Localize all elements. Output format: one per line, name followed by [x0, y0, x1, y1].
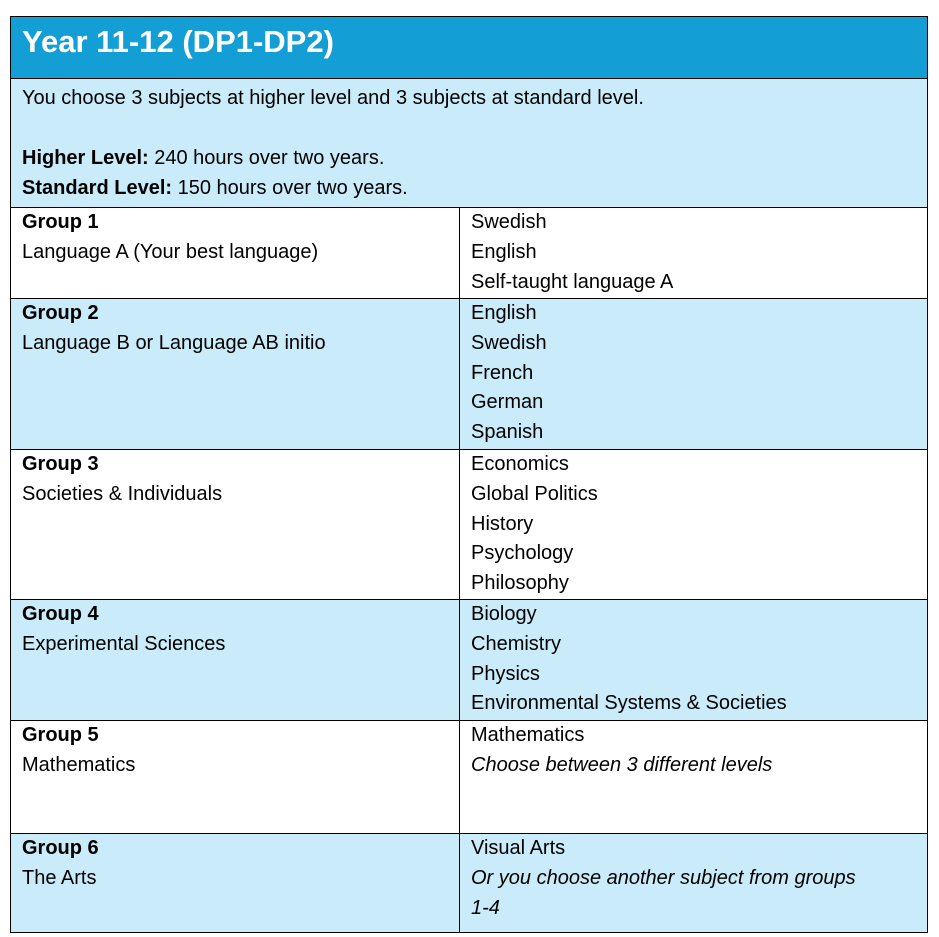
- subject: English: [471, 302, 537, 324]
- group-row-6: Group 6 The Arts Visual Arts Or you choose…: [11, 834, 927, 932]
- group-desc: Language A (Your best language): [22, 240, 319, 263]
- subject: Swedish: [471, 211, 547, 233]
- subject: English: [471, 240, 537, 263]
- subject: Biology: [471, 603, 537, 625]
- group-name: Group 3: [22, 453, 99, 475]
- subject: Swedish: [471, 331, 547, 354]
- subject: Mathematics: [471, 724, 585, 746]
- subject: German: [471, 391, 544, 414]
- standard-level-value: 150 hours over two years.: [172, 177, 408, 199]
- higher-level-line: Higher Level: 240 hours over two years.: [22, 143, 916, 173]
- subject: French: [471, 361, 534, 384]
- subject: Philosophy: [471, 572, 569, 595]
- group-row-3: Group 3 Societies & Individuals Economics…: [11, 450, 927, 600]
- group-name: Group 6: [22, 837, 99, 859]
- intro-text: You choose 3 subjects at higher level an…: [22, 87, 644, 109]
- group-desc: Mathematics: [22, 753, 136, 776]
- group-desc: Societies & Individuals: [22, 482, 223, 505]
- subject: Chemistry: [471, 632, 562, 655]
- group-desc: Language B or Language AB initio: [22, 331, 326, 354]
- subject: Global Politics: [471, 482, 598, 505]
- group-desc: The Arts: [22, 866, 97, 889]
- group-desc: Experimental Sciences: [22, 632, 226, 655]
- subject: Spanish: [471, 421, 544, 444]
- standard-level-line: Standard Level: 150 hours over two years…: [22, 173, 916, 203]
- subject: Visual Arts: [471, 837, 566, 859]
- subject: Environmental Systems & Societies: [471, 692, 787, 715]
- higher-level-value: 240 hours over two years.: [148, 147, 385, 169]
- group-row-5: Group 5 Mathematics Mathematics Choose bet…: [11, 721, 927, 834]
- group-row-4: Group 4 Experimental Sciences Biology Chem…: [11, 600, 927, 721]
- subject: Economics: [471, 453, 569, 475]
- group-row-2: Group 2 Language B or Language AB initio …: [11, 299, 927, 450]
- standard-level-label: Standard Level:: [22, 177, 173, 199]
- group-name: Group 1: [22, 211, 99, 233]
- subject: Self-taught language A: [471, 270, 674, 293]
- subject: Psychology: [471, 542, 574, 565]
- subject: History: [471, 512, 534, 535]
- group-name: Group 5: [22, 724, 99, 746]
- subject-note: Or you choose another subject from group…: [471, 866, 856, 919]
- group-row-1: Group 1 Language A (Your best language) S…: [11, 208, 927, 299]
- subject: Physics: [471, 662, 540, 685]
- table-title: Year 11-12 (DP1-DP2): [11, 17, 927, 79]
- intro-section: You choose 3 subjects at higher level an…: [11, 79, 927, 208]
- subject-note: Choose between 3 different levels: [471, 753, 773, 776]
- group-name: Group 4: [22, 603, 99, 625]
- subjects-table: Year 11-12 (DP1-DP2) You choose 3 subjec…: [10, 16, 928, 933]
- group-name: Group 2: [22, 302, 99, 324]
- higher-level-label: Higher Level:: [22, 147, 149, 169]
